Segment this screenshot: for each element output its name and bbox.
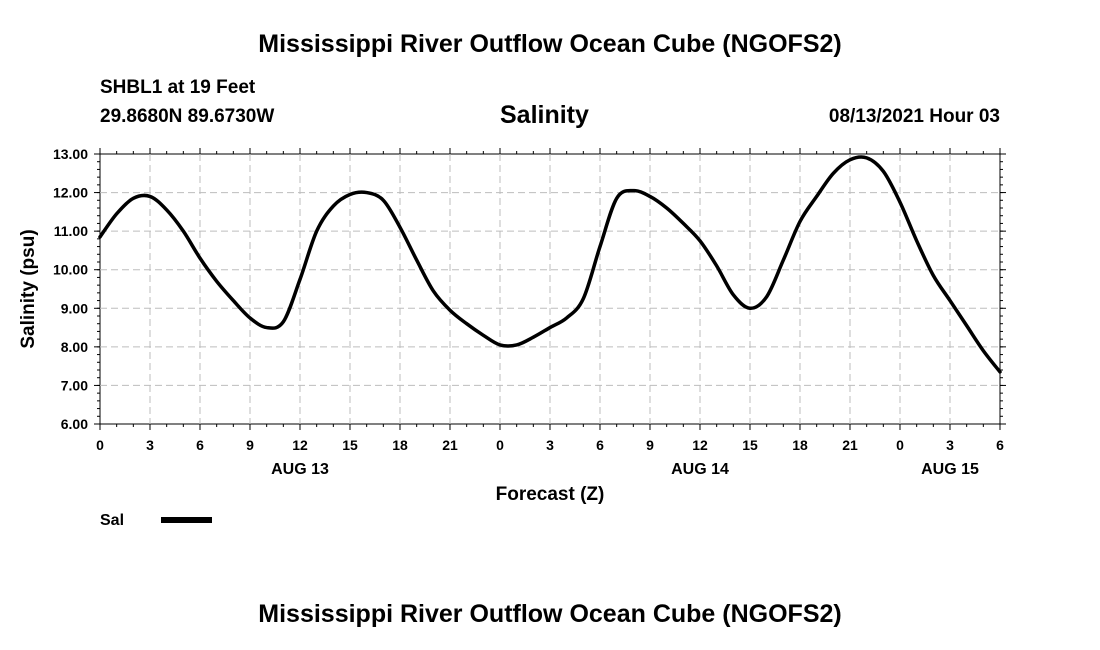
y-tick-label: 9.00 xyxy=(61,300,88,316)
x-tick-label: 6 xyxy=(596,437,604,453)
x-tick-label: 0 xyxy=(496,437,504,453)
x-axis-label: Forecast (Z) xyxy=(496,484,605,505)
series-line-sal xyxy=(98,155,1002,374)
x-tick-label: 9 xyxy=(246,437,254,453)
x-tick-label: 0 xyxy=(96,437,104,453)
date-label: AUG 13 xyxy=(271,461,329,478)
x-tick-label: 6 xyxy=(196,437,204,453)
x-tick-label: 18 xyxy=(792,437,808,453)
date-label: AUG 15 xyxy=(921,461,979,478)
station-label: SHBL1 at 19 Feet xyxy=(100,77,256,98)
chart-title-top: Mississippi River Outflow Ocean Cube (NG… xyxy=(258,30,842,58)
x-tick-label: 12 xyxy=(692,437,708,453)
chart-title-bottom: Mississippi River Outflow Ocean Cube (NG… xyxy=(258,600,842,628)
x-tick-label: 12 xyxy=(292,437,308,453)
x-tick-label: 3 xyxy=(946,437,954,453)
y-tick-label: 11.00 xyxy=(54,223,88,239)
y-tick-label: 10.00 xyxy=(53,262,88,278)
datetime-label: 08/13/2021 Hour 03 xyxy=(828,106,1000,127)
y-tick-label: 7.00 xyxy=(61,377,88,393)
chart-subtitle: Salinity xyxy=(500,101,589,129)
date-label: AUG 14 xyxy=(671,461,729,478)
location-label: 29.8680N 89.6730W xyxy=(100,106,275,127)
x-tick-label: 3 xyxy=(146,437,154,453)
y-tick-label: 6.00 xyxy=(61,416,88,432)
x-tick-label: 9 xyxy=(646,437,654,453)
x-tick-label: 21 xyxy=(442,437,458,453)
x-tick-label: 6 xyxy=(996,437,1004,453)
x-tick-label: 0 xyxy=(896,437,904,453)
x-tick-label: 21 xyxy=(842,437,858,453)
y-tick-label: 13.00 xyxy=(53,146,88,162)
x-tick-label: 3 xyxy=(546,437,554,453)
x-tick-label: 15 xyxy=(342,437,358,453)
x-tick-label: 18 xyxy=(392,437,408,453)
x-tick-label: 15 xyxy=(742,437,758,453)
y-tick-label: 12.00 xyxy=(53,185,88,201)
legend-label: Sal xyxy=(100,512,124,529)
y-axis-label: Salinity (psu) xyxy=(18,229,39,348)
y-tick-label: 8.00 xyxy=(61,339,88,355)
